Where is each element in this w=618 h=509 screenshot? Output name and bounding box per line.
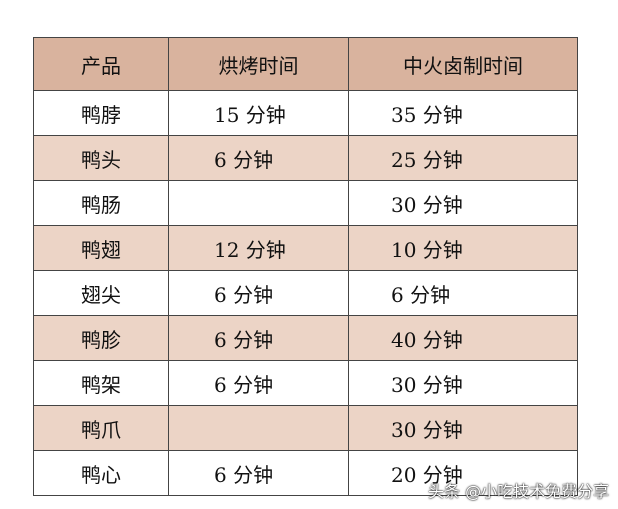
roast-time-cell: 15 分钟 (168, 90, 349, 136)
braise-time-cell: 20 分钟 (348, 450, 578, 496)
table-row: 鸭肠 30 分钟 (33, 180, 578, 226)
braise-time-cell: 30 分钟 (348, 405, 578, 451)
roast-time-cell: 6 分钟 (168, 360, 349, 406)
braise-time-cell: 6 分钟 (348, 270, 578, 316)
product-cell: 鸭脖 (33, 90, 169, 136)
table-row: 鸭翅 12 分钟 10 分钟 (33, 225, 578, 271)
header-row: 产品 烘烤时间 中火卤制时间 (33, 37, 578, 91)
product-cell: 鸭心 (33, 450, 169, 496)
table-row: 鸭头 6 分钟 25 分钟 (33, 135, 578, 181)
braise-time-cell: 10 分钟 (348, 225, 578, 271)
braise-time-cell: 25 分钟 (348, 135, 578, 181)
table-row: 鸭架 6 分钟 30 分钟 (33, 360, 578, 406)
product-cell: 鸭架 (33, 360, 169, 406)
product-cell: 鸭肠 (33, 180, 169, 226)
roast-time-cell: 6 分钟 (168, 315, 349, 361)
product-cell: 鸭爪 (33, 405, 169, 451)
table-row: 鸭胗 6 分钟 40 分钟 (33, 315, 578, 361)
header-product: 产品 (33, 37, 169, 91)
roast-time-cell: 12 分钟 (168, 225, 349, 271)
braise-time-cell: 40 分钟 (348, 315, 578, 361)
table-row: 鸭脖 15 分钟 35 分钟 (33, 90, 578, 136)
product-cell: 翅尖 (33, 270, 169, 316)
watermark: 头条 @小吃技术免费分享 (428, 482, 610, 501)
braise-time-cell: 30 分钟 (348, 360, 578, 406)
header-braise-time: 中火卤制时间 (348, 37, 578, 91)
roast-time-cell: 6 分钟 (168, 450, 349, 496)
braise-time-cell: 30 分钟 (348, 180, 578, 226)
header-roast-time: 烘烤时间 (168, 37, 349, 91)
product-cell: 鸭翅 (33, 225, 169, 271)
product-cell: 鸭头 (33, 135, 169, 181)
roast-time-cell (168, 180, 349, 226)
table-row: 鸭爪 30 分钟 (33, 405, 578, 451)
roast-time-cell: 6 分钟 (168, 270, 349, 316)
product-cell: 鸭胗 (33, 315, 169, 361)
table-row: 鸭心 6 分钟 20 分钟 (33, 450, 578, 496)
roast-time-cell: 6 分钟 (168, 135, 349, 181)
roast-time-cell (168, 405, 349, 451)
cooking-time-table: 产品 烘烤时间 中火卤制时间 鸭脖 15 分钟 35 分钟 鸭头 6 分钟 25 分钟 鸭肠… (33, 37, 578, 496)
braise-time-cell: 35 分钟 (348, 90, 578, 136)
table-row: 翅尖 6 分钟 6 分钟 (33, 270, 578, 316)
